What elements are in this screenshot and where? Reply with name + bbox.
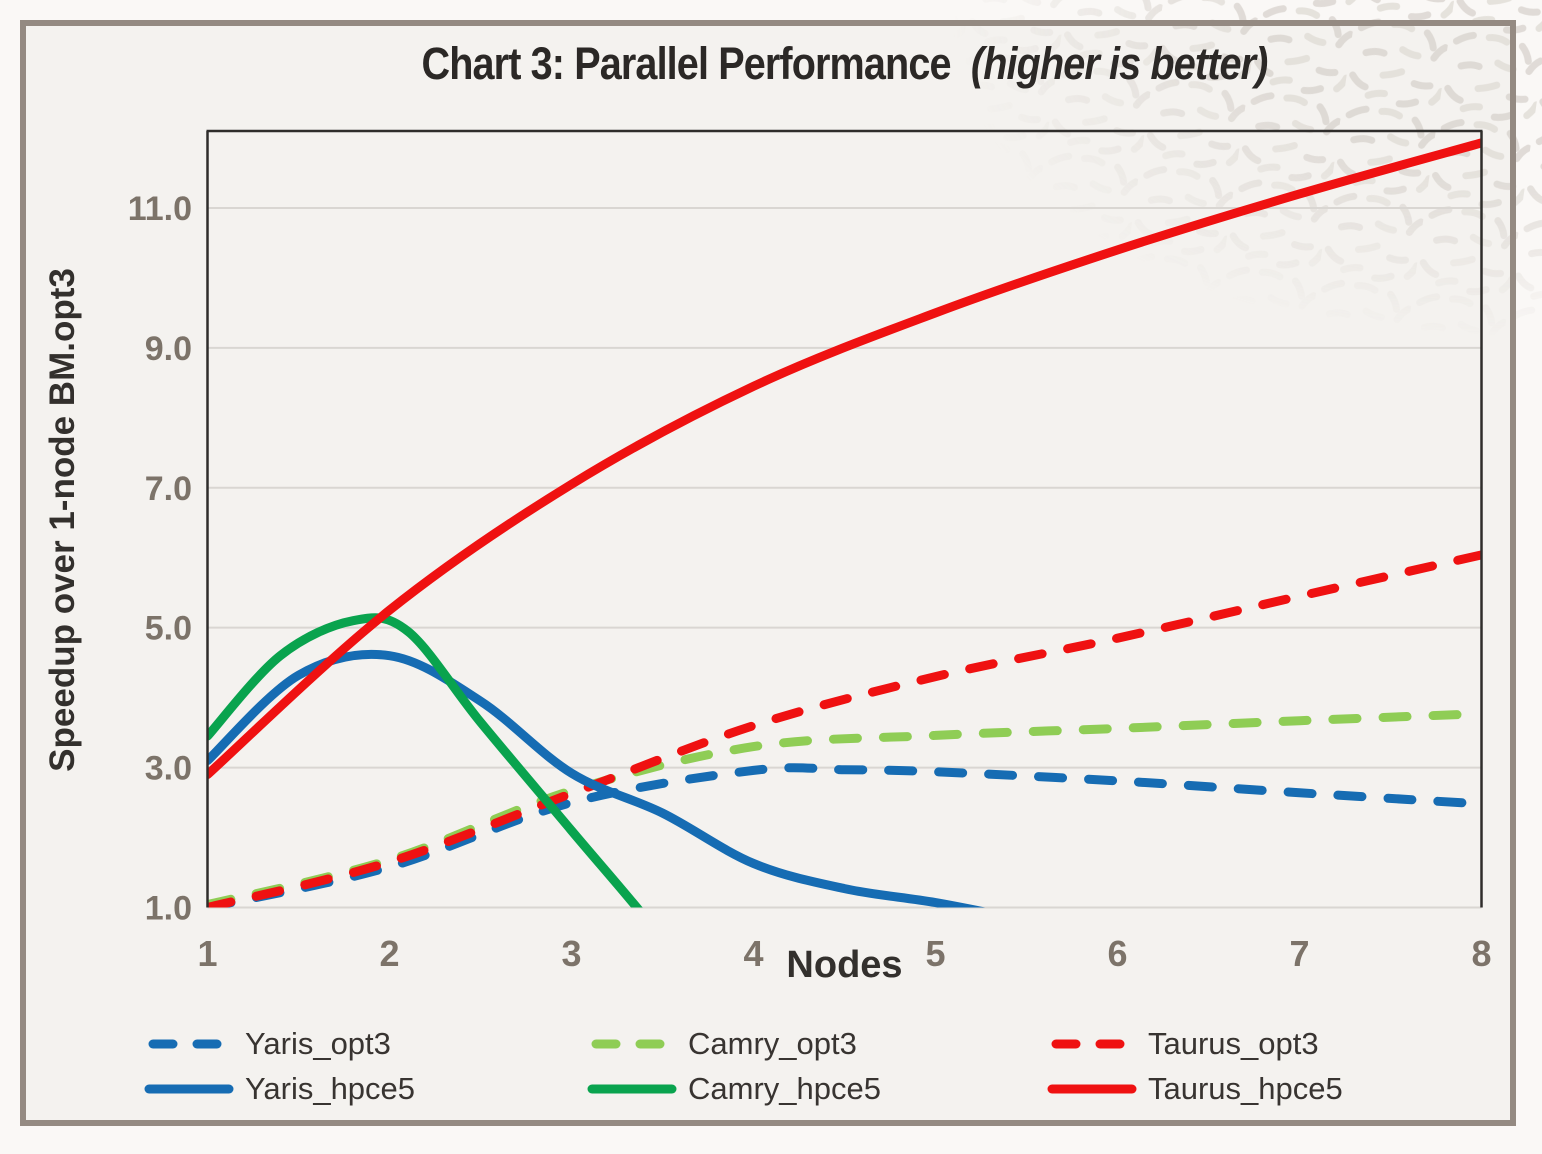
series-line-Taurus_opt3 (207, 550, 1482, 908)
axis-tick-labels: 1.0 3.0 5.0 7.0 9.0 11.0 1 2 3 4 5 6 7 8 (128, 190, 1492, 974)
gridlines (207, 206, 1482, 909)
x-tick-label-1: 1 (197, 933, 217, 974)
x-tick-label-5: 5 (925, 933, 945, 974)
outer-frame (20, 20, 1516, 1126)
x-tick-label-6: 6 (1107, 933, 1127, 974)
chart-title-note-text: (higher is better) (970, 38, 1268, 89)
series-lines (207, 138, 1482, 908)
plot-border (206, 129, 1483, 908)
y-tick-label-11.0: 11.0 (128, 190, 192, 228)
y-tick-label-7.0: 7.0 (145, 470, 192, 508)
y-tick-label-5.0: 5.0 (145, 610, 192, 648)
x-tick-label-8: 8 (1471, 933, 1491, 974)
chart-title-main: Chart 3: Parallel Performance (421, 38, 952, 89)
y-tick-label-9.0: 9.0 (145, 330, 192, 368)
y-tick-label-1.0: 1.0 (145, 890, 192, 928)
series-line-Taurus_hpce5 (207, 138, 1482, 780)
series-line-Camry_opt3 (207, 709, 1482, 908)
series-line-Yaris_hpce5 (207, 649, 986, 908)
x-tick-label-3: 3 (561, 933, 581, 974)
x-tick-label-4: 4 (743, 933, 763, 974)
x-tick-label-2: 2 (379, 933, 399, 974)
chart-title: Chart 3: Parallel Performance (higher is… (284, 38, 1406, 90)
series-line-Yaris_opt3 (207, 763, 1482, 908)
x-tick-label-7: 7 (1289, 933, 1309, 974)
x-axis-title: Nodes (786, 944, 903, 986)
series-line-Camry_hpce5 (207, 613, 643, 908)
y-tick-label-3.0: 3.0 (145, 750, 192, 788)
